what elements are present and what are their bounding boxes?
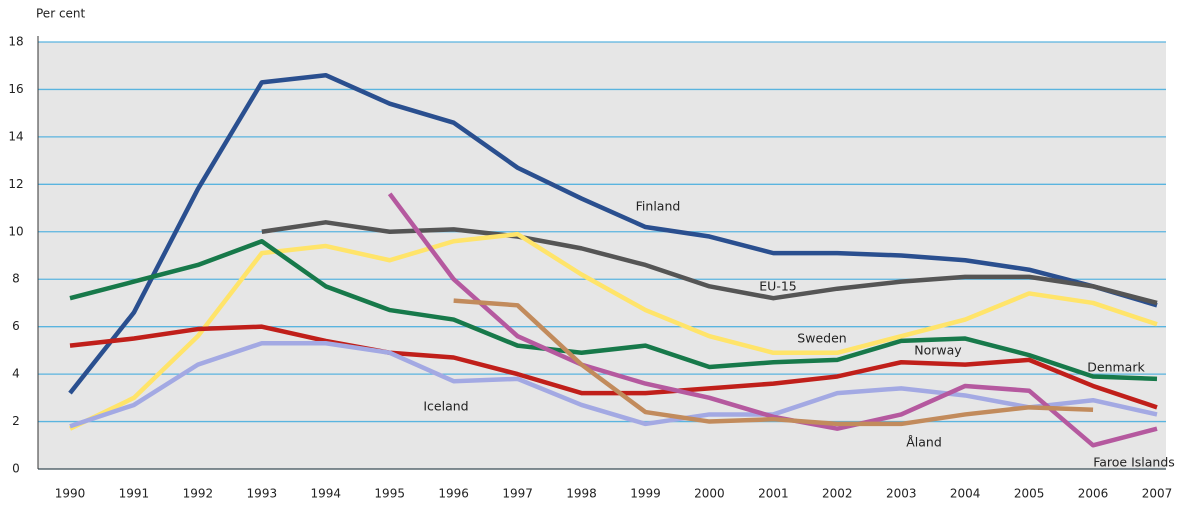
x-tick-label: 2001 <box>758 487 789 501</box>
x-tick-label: 2007 <box>1142 487 1173 501</box>
y-tick-label: 6 <box>12 319 20 333</box>
x-tick-label: 2005 <box>1014 487 1045 501</box>
y-tick-label: 10 <box>8 224 23 238</box>
x-tick-label: 1992 <box>183 487 214 501</box>
x-tick-label: 1997 <box>502 487 533 501</box>
series-line <box>69 239 1158 382</box>
y-tick-label: 12 <box>8 177 23 191</box>
y-tick-label: 18 <box>8 35 23 49</box>
x-tick-label: 2004 <box>950 487 981 501</box>
series-label: Iceland <box>423 399 468 414</box>
x-tick-label: 2002 <box>822 487 853 501</box>
x-tick-label: 1994 <box>310 487 341 501</box>
series-line <box>69 231 1158 431</box>
x-tick-label: 1991 <box>119 487 150 501</box>
y-tick-label: 14 <box>8 129 23 143</box>
series-label: Faroe Islands <box>1093 455 1175 470</box>
y-tick-label: 2 <box>12 414 20 428</box>
x-tick-label: 1990 <box>55 487 86 501</box>
series-label: Åland <box>906 435 942 450</box>
y-tick-label: 8 <box>12 272 20 286</box>
x-tick-label: 2006 <box>1078 487 1109 501</box>
x-tick-label: 1995 <box>374 487 405 501</box>
series-line <box>261 220 1158 306</box>
x-tick-label: 2003 <box>886 487 917 501</box>
x-tick-label: 1996 <box>438 487 469 501</box>
series-label: Norway <box>914 343 962 358</box>
y-tick-label: 4 <box>12 367 20 381</box>
series-label: Sweden <box>797 331 846 346</box>
series-line <box>68 72 1158 395</box>
x-tick-label: 1999 <box>630 487 661 501</box>
series-label: Finland <box>636 199 681 214</box>
x-tick-label: 2000 <box>694 487 725 501</box>
series-line <box>387 192 1158 448</box>
series-line <box>69 324 1158 410</box>
x-tick-label: 1998 <box>566 487 597 501</box>
series-label: Denmark <box>1087 360 1145 375</box>
series-line <box>69 341 1158 429</box>
y-tick-label: 0 <box>12 462 20 476</box>
y-axis-label: Per cent <box>36 7 86 21</box>
y-tick-label: 16 <box>8 82 23 96</box>
series-label: EU-15 <box>759 279 796 294</box>
x-tick-label: 1993 <box>247 487 278 501</box>
series-line <box>453 298 1094 427</box>
